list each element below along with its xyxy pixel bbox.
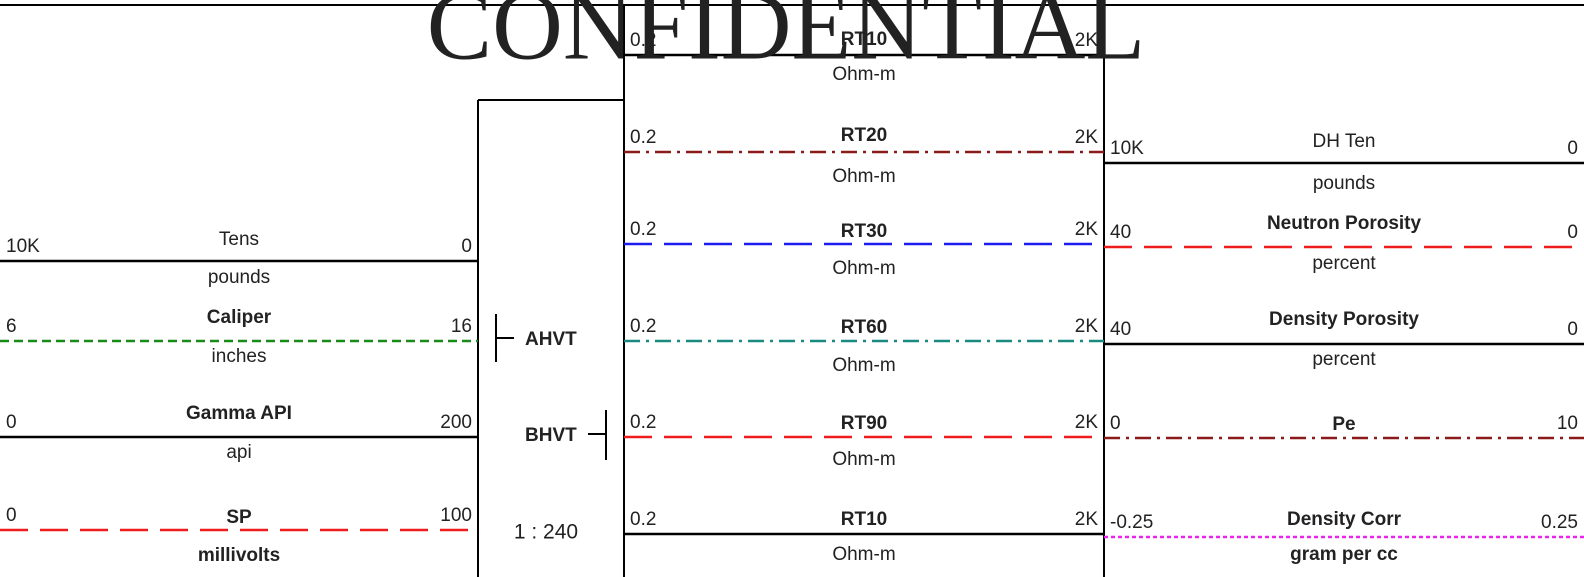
- curve-unit: Ohm-m: [832, 355, 895, 376]
- scale-right: 0: [1567, 138, 1578, 159]
- scale-left: -0.25: [1110, 512, 1153, 533]
- curve-name: Neutron Porosity: [1267, 213, 1422, 234]
- scale-right: 10: [1557, 413, 1578, 434]
- curve-name: RT20: [841, 125, 887, 146]
- scale-left: 0.2: [630, 127, 656, 148]
- scale-left: 40: [1110, 319, 1131, 340]
- curve-name: RT10: [841, 29, 887, 50]
- scale-left: 0.2: [630, 30, 656, 51]
- curve-unit: api: [226, 442, 251, 463]
- scale-right: 200: [440, 412, 472, 433]
- curve-name: RT60: [841, 317, 887, 338]
- curve-name: Pe: [1332, 414, 1355, 435]
- curve-unit: Ohm-m: [832, 166, 895, 187]
- curve-unit: millivolts: [198, 545, 280, 566]
- scale-left: 6: [6, 316, 17, 337]
- scale-left: 0: [6, 505, 17, 526]
- scale-left: 0: [1110, 413, 1121, 434]
- curve-name: Tens: [219, 229, 259, 250]
- depth-scale: 1 : 240: [514, 521, 578, 544]
- curve-unit: percent: [1312, 253, 1376, 274]
- curve-unit: Ohm-m: [832, 544, 895, 565]
- depth-label: BHVT: [525, 425, 577, 446]
- scale-left: 10K: [6, 236, 40, 257]
- scale-right: 2K: [1075, 316, 1099, 337]
- curve-name: SP: [226, 507, 252, 528]
- scale-left: 0.2: [630, 219, 656, 240]
- curve-name: DH Ten: [1312, 131, 1375, 152]
- scale-right: 100: [440, 505, 472, 526]
- curve-unit: inches: [212, 346, 267, 367]
- scale-right: 2K: [1075, 219, 1099, 240]
- scale-left: 0.2: [630, 509, 656, 530]
- curve-name: RT90: [841, 413, 887, 434]
- depth-label: AHVT: [525, 329, 577, 350]
- scale-right: 0: [461, 236, 472, 257]
- scale-left: 0.2: [630, 316, 656, 337]
- curve-unit: Ohm-m: [832, 258, 895, 279]
- scale-right: 2K: [1075, 127, 1099, 148]
- watermark: CONFIDENTIAL: [427, 0, 1146, 80]
- curve-name: RT30: [841, 221, 887, 242]
- curve-unit: percent: [1312, 349, 1376, 370]
- curve-name: Density Porosity: [1269, 309, 1419, 330]
- curve-name: Caliper: [207, 307, 272, 328]
- curve-unit: pounds: [1313, 173, 1375, 194]
- scale-left: 10K: [1110, 138, 1144, 159]
- scale-left: 0: [6, 412, 17, 433]
- curve-unit: pounds: [208, 267, 270, 288]
- curve-unit: Ohm-m: [832, 64, 895, 85]
- curve-name: RT10: [841, 509, 887, 530]
- scale-left: 0.2: [630, 412, 656, 433]
- curve-unit: Ohm-m: [832, 449, 895, 470]
- scale-left: 40: [1110, 222, 1131, 243]
- curve-name: Gamma API: [186, 403, 292, 424]
- scale-right: 16: [451, 316, 472, 337]
- curve-unit: gram per cc: [1290, 544, 1398, 565]
- scale-right: 0: [1567, 319, 1578, 340]
- scale-right: 2K: [1075, 509, 1099, 530]
- scale-right: 2K: [1075, 412, 1099, 433]
- curve-name: Density Corr: [1287, 509, 1402, 530]
- scale-right: 0: [1567, 222, 1578, 243]
- scale-right: 0.25: [1541, 512, 1578, 533]
- scale-right: 2K: [1075, 30, 1099, 51]
